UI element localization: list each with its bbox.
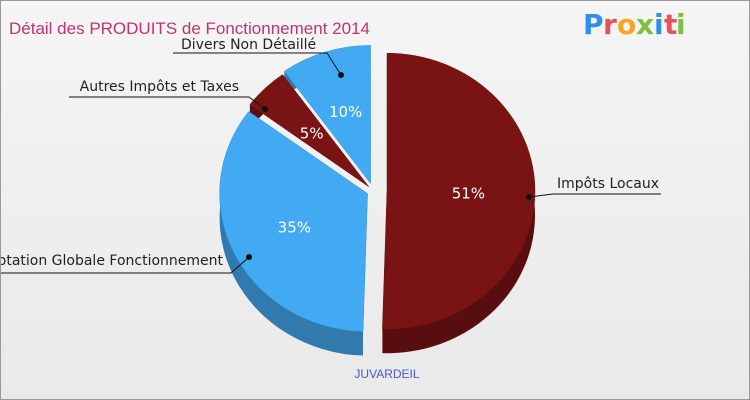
slice-divers-non-detaille bbox=[283, 45, 371, 185]
pct-label-divers-non-detaille: 10% bbox=[329, 103, 362, 121]
callout-line-divers-non-detaille bbox=[173, 52, 342, 76]
callout-label-autres-impots-et-taxes: Autres Impôts et Taxes bbox=[80, 79, 239, 95]
callout-line-autres-impots-et-taxes bbox=[69, 96, 266, 110]
logo-letter: r bbox=[603, 8, 617, 41]
slice-autres-impots-et-taxes bbox=[249, 74, 369, 187]
slice-callouts: Impôts Locaux Dotation Globale Fonctionne… bbox=[1, 37, 661, 274]
callout-arrow-dotation-globale-fonctionnement bbox=[246, 254, 252, 260]
logo-letter: t bbox=[664, 8, 677, 41]
callout-arrow-divers-non-detaille bbox=[338, 72, 344, 78]
callout-label-dotation-globale-fonctionnement: Dotation Globale Fonctionnement bbox=[1, 253, 224, 269]
commune-name: JUVARDEIL bbox=[354, 367, 419, 381]
callout-arrow-impots-locaux bbox=[526, 194, 532, 200]
callout-arrow-autres-impots-et-taxes bbox=[262, 106, 268, 112]
logo-letter: P bbox=[583, 8, 604, 41]
percentage-labels: 51% 35% 5% 10% bbox=[278, 103, 485, 237]
pie-slices bbox=[219, 45, 536, 332]
logo-letter: o bbox=[617, 8, 636, 41]
chart-title: Détail des PRODUITS de Fonctionnement 20… bbox=[9, 19, 370, 38]
callout-line-dotation-globale-fonctionnement bbox=[1, 256, 250, 274]
slice-impots-locaux bbox=[382, 52, 536, 330]
slice-dotation-globale-fonctionnement bbox=[219, 111, 368, 332]
logo-letter: i bbox=[676, 8, 686, 41]
callout-label-impots-locaux: Impôts Locaux bbox=[557, 176, 659, 192]
pct-label-autres-impots-et-taxes: 5% bbox=[300, 125, 324, 143]
logo-letter: x bbox=[636, 8, 654, 41]
logo-letter: i bbox=[654, 8, 664, 41]
pct-label-impots-locaux: 51% bbox=[452, 184, 485, 202]
callout-label-divers-non-detaille: Divers Non Détaillé bbox=[181, 37, 316, 53]
callout-line-impots-locaux bbox=[528, 193, 661, 198]
pct-label-dotation-globale-fonctionnement: 35% bbox=[278, 219, 311, 237]
